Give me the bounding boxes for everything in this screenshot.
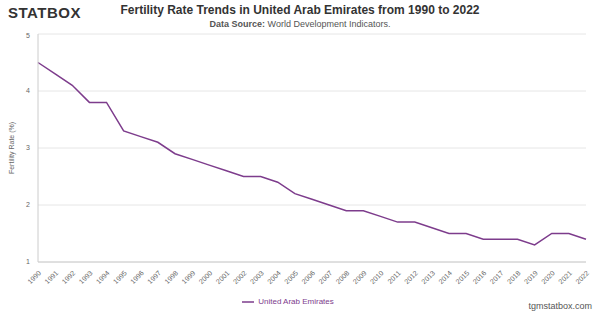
svg-text:1992: 1992	[61, 269, 77, 285]
svg-text:1994: 1994	[95, 269, 111, 285]
svg-text:2019: 2019	[523, 269, 539, 285]
svg-text:2016: 2016	[472, 269, 488, 285]
svg-text:2009: 2009	[352, 269, 368, 285]
svg-text:2012: 2012	[403, 269, 419, 285]
svg-text:2014: 2014	[437, 269, 453, 285]
svg-text:2008: 2008	[335, 269, 351, 285]
svg-text:2022: 2022	[574, 269, 590, 285]
svg-text:2015: 2015	[454, 269, 470, 285]
svg-text:2007: 2007	[317, 269, 333, 285]
svg-text:2010: 2010	[369, 269, 385, 285]
svg-text:1990: 1990	[26, 269, 42, 285]
svg-text:4: 4	[26, 87, 30, 94]
svg-text:2005: 2005	[283, 269, 299, 285]
html-text:United Arab Emirates: United Arab Emirates	[258, 297, 334, 307]
html-text:tgmstatbox.com: tgmstatbox.com	[528, 301, 592, 311]
html-text:Data Source: World Development: Data Source: World Development Indicator…	[209, 19, 391, 29]
svg-text:2001: 2001	[215, 269, 231, 285]
svg-text:1993: 1993	[78, 269, 94, 285]
html-text:STATBOX: STATBOX	[8, 4, 81, 21]
svg-text:1998: 1998	[163, 269, 179, 285]
svg-text:1995: 1995	[112, 269, 128, 285]
svg-text:1991: 1991	[43, 269, 59, 285]
svg-text:2003: 2003	[249, 269, 265, 285]
svg-text:2006: 2006	[300, 269, 316, 285]
svg-text:2004: 2004	[266, 269, 282, 285]
svg-text:2017: 2017	[489, 269, 505, 285]
svg-text:2000: 2000	[198, 269, 214, 285]
svg-text:1996: 1996	[129, 269, 145, 285]
svg-text:2002: 2002	[232, 269, 248, 285]
svg-text:Fertility Rate (%): Fertility Rate (%)	[8, 122, 16, 174]
html-text:Fertility Rate Trends in Unite: Fertility Rate Trends in United Arab Emi…	[120, 3, 480, 17]
svg-text:2020: 2020	[540, 269, 556, 285]
svg-text:3: 3	[26, 144, 30, 151]
svg-text:2013: 2013	[420, 269, 436, 285]
svg-text:1: 1	[26, 258, 30, 265]
svg-text:2: 2	[26, 201, 30, 208]
svg-text:1997: 1997	[146, 269, 162, 285]
svg-text:2018: 2018	[506, 269, 522, 285]
svg-text:1999: 1999	[180, 269, 196, 285]
svg-text:2021: 2021	[557, 269, 573, 285]
svg-text:2011: 2011	[386, 269, 402, 285]
svg-text:5: 5	[26, 32, 30, 39]
